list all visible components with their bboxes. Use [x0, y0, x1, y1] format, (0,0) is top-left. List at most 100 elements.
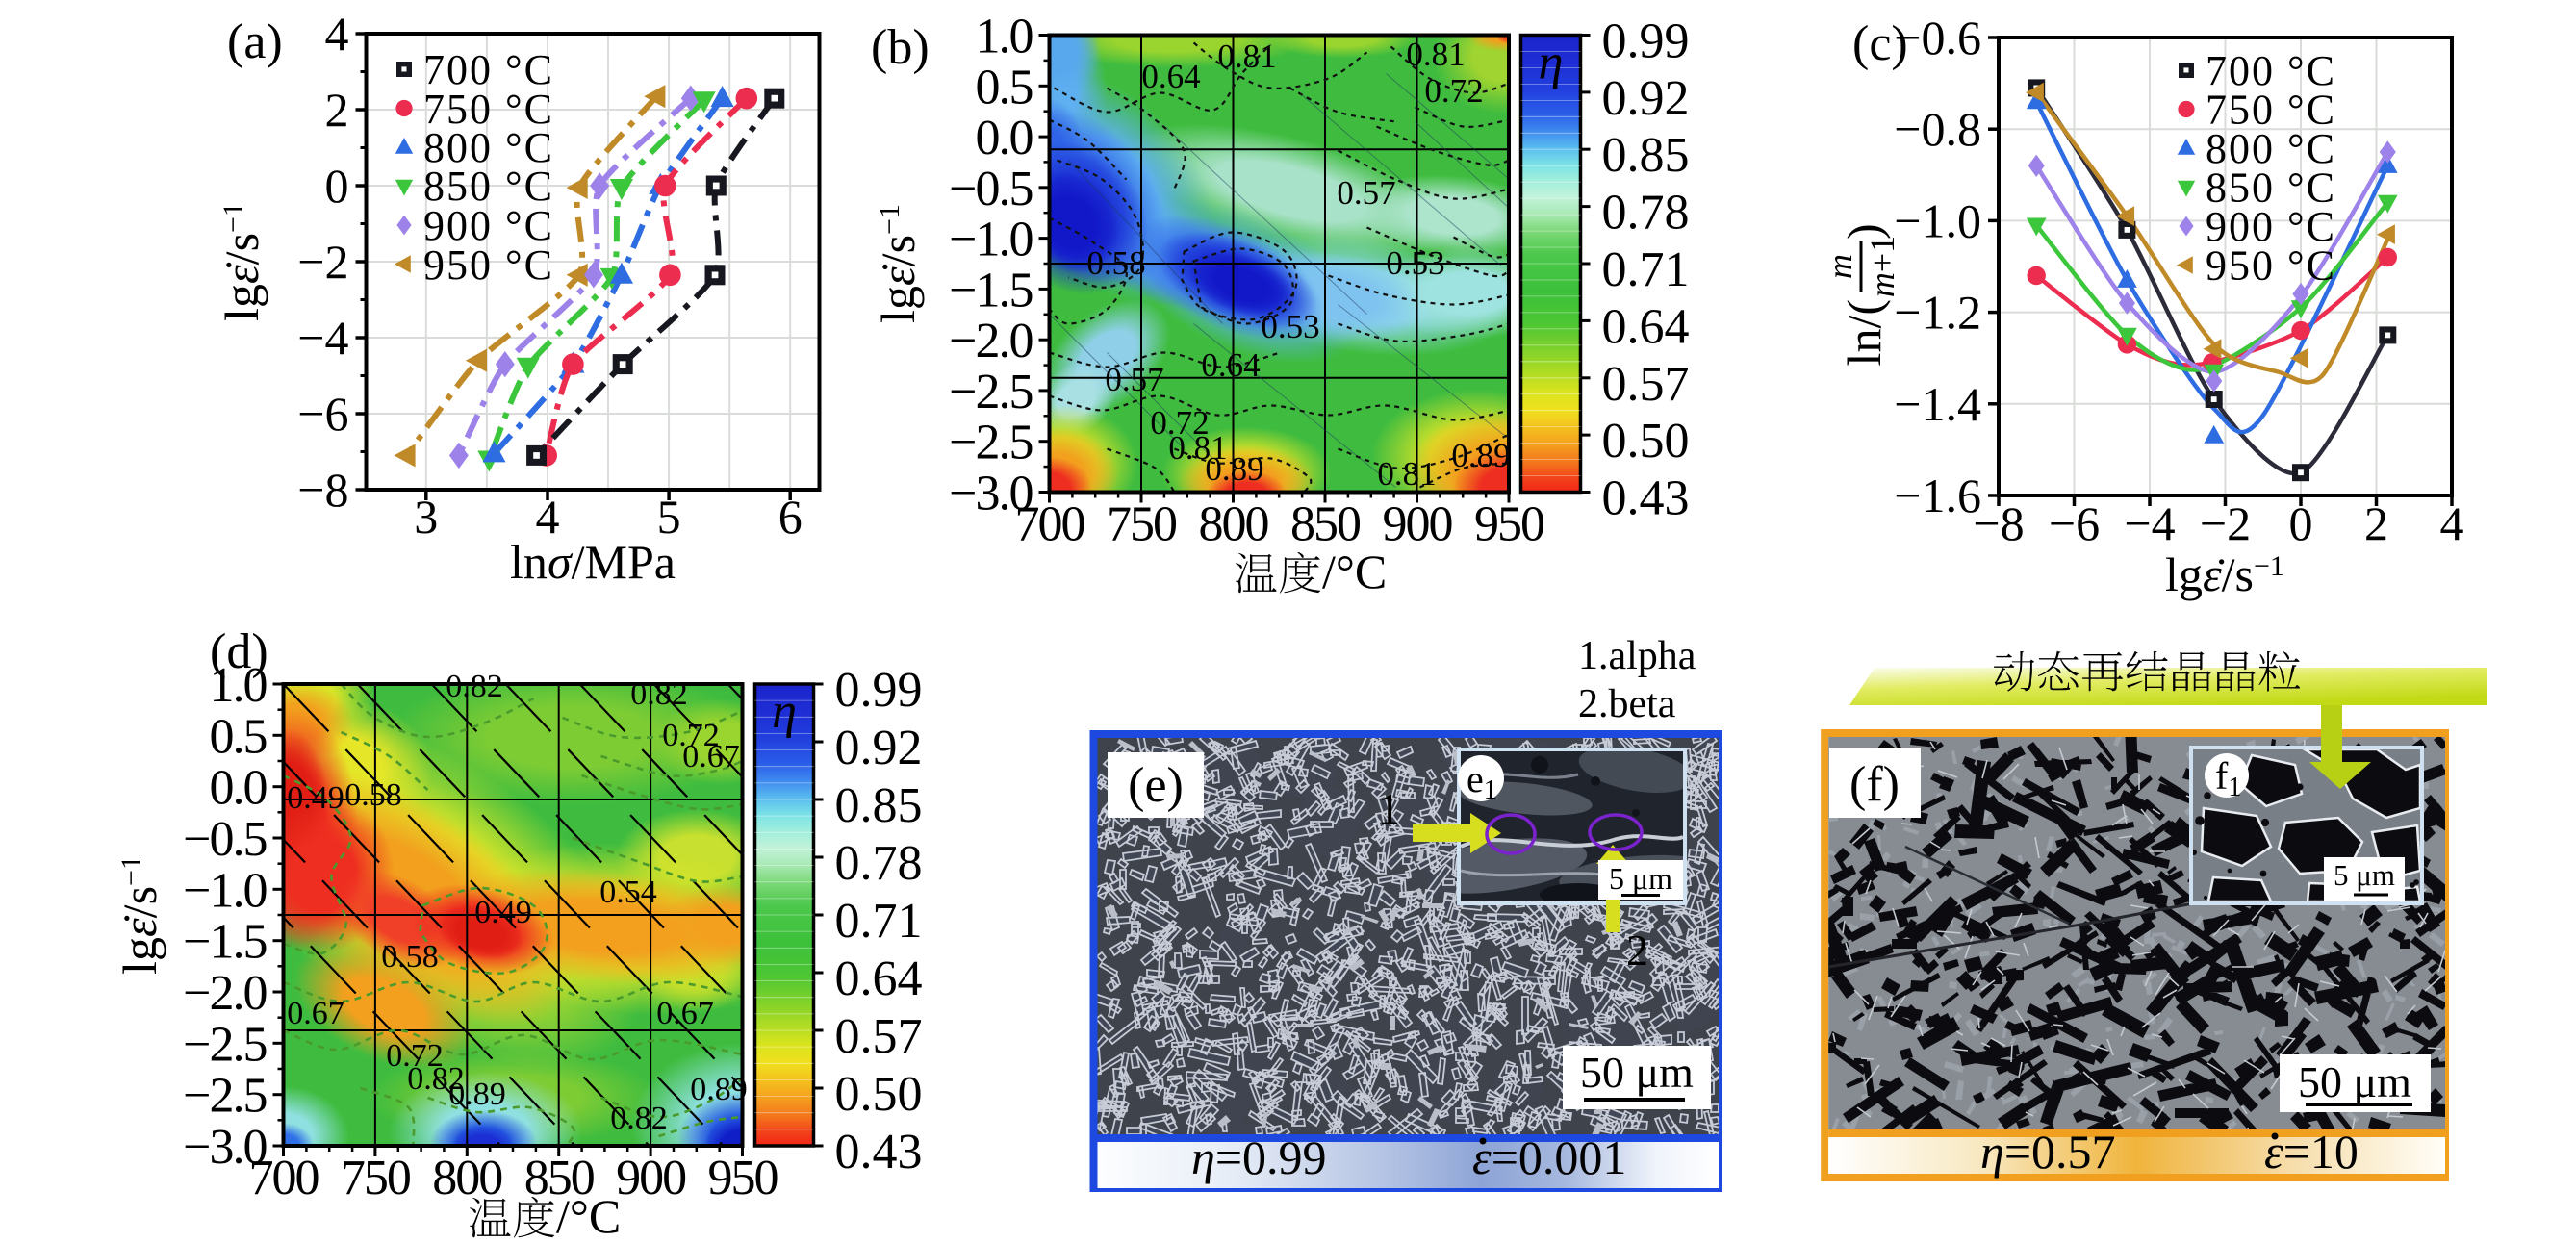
svg-text:−1.6: −1.6: [1894, 469, 1981, 522]
svg-text:4: 4: [325, 7, 349, 61]
svg-text:0.72: 0.72: [1424, 72, 1483, 110]
svg-text:0: 0: [325, 159, 349, 213]
svg-text:4: 4: [2440, 496, 2464, 550]
svg-text:0.81: 0.81: [1217, 38, 1276, 75]
svg-text:ε=0.001: ε=0.001: [1472, 1130, 1626, 1184]
svg-text:lgε̇/s−1: lgε̇/s−1: [871, 204, 925, 323]
svg-text:−0.5: −0.5: [949, 162, 1032, 216]
svg-text:50 μm: 50 μm: [1580, 1048, 1694, 1097]
svg-text:0.72: 0.72: [662, 718, 720, 753]
svg-text:950 °C: 950 °C: [423, 241, 554, 289]
svg-text:0.92: 0.92: [835, 721, 923, 775]
svg-text:−2.5: −2.5: [949, 416, 1032, 470]
svg-text:0.64: 0.64: [835, 951, 923, 1006]
svg-text:0.50: 0.50: [1602, 414, 1690, 469]
svg-text:0.67: 0.67: [682, 739, 740, 774]
svg-text:850 °C: 850 °C: [2206, 165, 2336, 212]
svg-text:700 °C: 700 °C: [423, 46, 554, 93]
svg-text:1.alpha: 1.alpha: [1578, 634, 1696, 678]
svg-text:850: 850: [1290, 497, 1361, 552]
svg-text:−1.0: −1.0: [1894, 193, 1981, 247]
svg-text:0.85: 0.85: [835, 778, 923, 833]
svg-text:2: 2: [2364, 496, 2388, 550]
svg-text:0.71: 0.71: [1602, 242, 1690, 297]
svg-text:/°C: /°C: [556, 1189, 621, 1243]
svg-text:750 °C: 750 °C: [2206, 87, 2336, 134]
svg-text:700 °C: 700 °C: [2206, 47, 2336, 94]
svg-text:η=0.57: η=0.57: [1980, 1125, 2116, 1179]
svg-text:ln/(: ln/(: [1837, 299, 1891, 366]
svg-text:−2.0: −2.0: [949, 314, 1033, 368]
svg-text:−8: −8: [1973, 496, 2024, 550]
svg-text:0.72: 0.72: [1150, 404, 1209, 442]
svg-text:η: η: [1539, 36, 1564, 90]
svg-text:−4: −4: [297, 311, 348, 365]
svg-text:0.81: 0.81: [1377, 455, 1436, 493]
svg-text:0.89: 0.89: [1205, 450, 1263, 488]
svg-text:0.58: 0.58: [344, 777, 402, 813]
svg-text:2.beta: 2.beta: [1578, 682, 1676, 726]
svg-text:0.99: 0.99: [1602, 14, 1690, 69]
svg-text:−1.0: −1.0: [949, 213, 1033, 267]
svg-text:−0.6: −0.6: [1894, 11, 1981, 64]
svg-text:0.89: 0.89: [690, 1072, 748, 1107]
svg-text:900 °C: 900 °C: [423, 202, 554, 249]
svg-text:0.71: 0.71: [835, 894, 923, 949]
svg-text:0.57: 0.57: [1602, 357, 1690, 412]
svg-text:5 μm: 5 μm: [1609, 861, 1672, 896]
svg-text:0.81: 0.81: [1406, 36, 1465, 73]
svg-text:0.82: 0.82: [630, 676, 688, 712]
svg-text:0.58: 0.58: [381, 939, 439, 975]
svg-text:(a): (a): [227, 14, 283, 69]
svg-text:0.89: 0.89: [1451, 437, 1510, 474]
svg-text:−2.5: −2.5: [949, 365, 1032, 419]
svg-text:(b): (b): [871, 20, 930, 75]
svg-text:0.0: 0.0: [210, 761, 268, 816]
svg-text:0.50: 0.50: [835, 1067, 923, 1122]
svg-text:6: 6: [778, 490, 803, 544]
svg-text:(d): (d): [210, 624, 268, 679]
svg-text:0.78: 0.78: [835, 836, 923, 891]
svg-text:5: 5: [657, 490, 681, 544]
svg-text:950: 950: [1474, 497, 1544, 552]
svg-text:0.64: 0.64: [1141, 58, 1200, 95]
svg-text:0.78: 0.78: [1602, 186, 1690, 241]
svg-text:−4: −4: [2124, 496, 2175, 550]
svg-text:0.57: 0.57: [1105, 361, 1163, 398]
svg-text:lgε̇/s−1: lgε̇/s−1: [2165, 547, 2284, 601]
svg-text:750: 750: [1107, 497, 1177, 552]
svg-text:ε=10: ε=10: [2264, 1125, 2359, 1179]
svg-text:900: 900: [616, 1151, 686, 1205]
svg-text:750: 750: [341, 1151, 411, 1205]
svg-text:2: 2: [325, 83, 349, 137]
svg-text:0.72: 0.72: [386, 1038, 444, 1074]
svg-text:3: 3: [414, 490, 438, 544]
svg-text:800: 800: [432, 1151, 502, 1205]
svg-text:0.64: 0.64: [1201, 346, 1260, 384]
svg-text:50 μm: 50 μm: [2298, 1057, 2411, 1106]
svg-text:800: 800: [1199, 497, 1269, 552]
svg-text:0.43: 0.43: [835, 1125, 923, 1180]
svg-text:0.54: 0.54: [599, 875, 657, 910]
svg-text:0.64: 0.64: [1602, 299, 1690, 354]
svg-text:−8: −8: [297, 463, 348, 517]
svg-text:(c): (c): [1852, 16, 1908, 71]
svg-text:950: 950: [708, 1151, 778, 1205]
svg-text:e1: e1: [1467, 757, 1497, 805]
svg-text:0.67: 0.67: [287, 996, 344, 1031]
svg-text:0.89: 0.89: [448, 1077, 506, 1112]
svg-text:−3.0: −3.0: [183, 1120, 267, 1175]
svg-text:0.82: 0.82: [407, 1061, 465, 1097]
svg-text:lnσ/MPa: lnσ/MPa: [510, 535, 676, 589]
svg-text:−6: −6: [297, 387, 348, 441]
svg-text:−0.8: −0.8: [1894, 102, 1981, 156]
svg-text:0.85: 0.85: [1602, 128, 1690, 183]
svg-text:2: 2: [1626, 926, 1648, 975]
svg-text:0.49: 0.49: [474, 895, 532, 930]
svg-text:800 °C: 800 °C: [423, 124, 554, 171]
svg-text:850: 850: [524, 1151, 595, 1205]
svg-text:0.5: 0.5: [976, 60, 1033, 114]
svg-text:700: 700: [249, 1151, 319, 1205]
svg-text:0.82: 0.82: [446, 669, 503, 704]
svg-text:0.82: 0.82: [610, 1101, 668, 1136]
